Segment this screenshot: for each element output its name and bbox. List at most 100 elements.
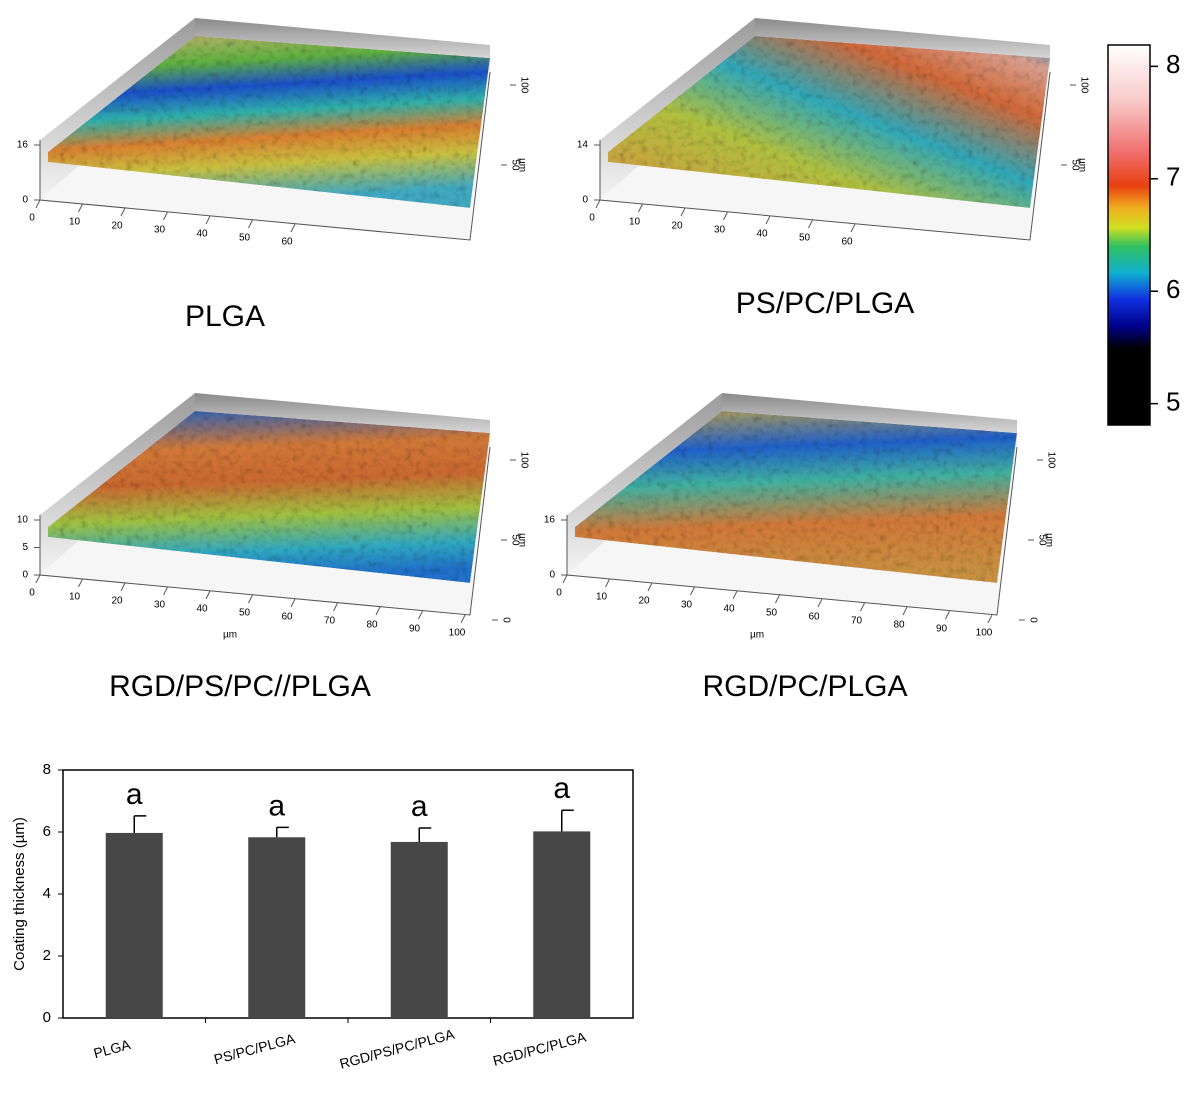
x-tick: [36, 200, 40, 208]
x-tick: [606, 579, 610, 587]
x-tick-label: 20: [111, 221, 123, 232]
x-tick: [249, 220, 253, 228]
bar: [391, 842, 448, 1018]
colorbar-tick-label: 5: [1166, 387, 1180, 417]
z-tick-label: 0: [549, 570, 555, 581]
y-unit: µm: [1043, 533, 1054, 547]
y-tick-label: 0: [500, 617, 511, 623]
x-tick: [206, 591, 210, 599]
x-tick-label: 0: [29, 213, 35, 224]
bar: [248, 837, 305, 1018]
error-bar: [562, 810, 574, 831]
bar: [106, 833, 163, 1018]
significance-label: a: [411, 790, 428, 823]
x-tick: [79, 204, 83, 212]
z-tick-label: 10: [17, 515, 29, 526]
z-tick-label: 0: [22, 570, 28, 581]
x-tick: [681, 208, 685, 216]
bar: [533, 831, 590, 1018]
y-tick-label: 2: [43, 947, 51, 964]
x-tick-label: 50: [239, 608, 251, 619]
x-tick-label: 90: [409, 624, 421, 635]
x-tick-label: 0: [556, 588, 562, 599]
x-tick: [461, 615, 465, 623]
error-bar: [277, 827, 289, 837]
x-tick-label: 40: [723, 604, 735, 615]
x-tick: [334, 603, 338, 611]
x-tick-label: 100: [449, 628, 466, 639]
x-tick-label: 10: [69, 217, 81, 228]
x-tick: [724, 212, 728, 220]
x-tick: [733, 591, 737, 599]
colorbar: 5678: [1108, 45, 1180, 425]
z-tick-label: 16: [544, 515, 556, 526]
x-tick-label: 40: [196, 604, 208, 615]
z-tick-label: 0: [22, 195, 28, 206]
x-tick-label: 0: [29, 588, 35, 599]
y-tick-label: 100: [518, 452, 529, 469]
x-tick: [164, 212, 168, 220]
x-tick-label: 30: [714, 225, 726, 236]
x-tick-label: 10: [69, 592, 81, 603]
x-tick-label: 10: [596, 592, 608, 603]
x-tick: [639, 204, 643, 212]
x-tick: [861, 603, 865, 611]
z-tick-label: 14: [577, 140, 589, 151]
surface-panel: 0160102030405060708090100050100µmµm: [544, 393, 1056, 641]
colorbar-tick-label: 8: [1166, 49, 1180, 79]
significance-label: a: [126, 778, 143, 811]
x-unit: µm: [223, 630, 237, 641]
x-tick: [809, 220, 813, 228]
z-tick-label: 0: [582, 195, 588, 206]
x-tick-label: 30: [681, 600, 693, 611]
x-tick-label: 90: [936, 624, 948, 635]
significance-label: a: [553, 772, 570, 805]
x-tick: [36, 575, 40, 583]
x-tick: [648, 583, 652, 591]
error-bar: [419, 828, 431, 842]
x-tick-label: 80: [893, 620, 905, 631]
y-axis-label: Coating thickness (µm): [11, 817, 28, 971]
figure: 016010203040506050100µmPLGA0140102030405…: [0, 0, 1201, 1093]
x-tick-label: RGD/PC/PLGA: [491, 1028, 588, 1068]
x-tick: [776, 595, 780, 603]
x-tick: [596, 200, 600, 208]
y-tick-label: 6: [43, 823, 51, 840]
x-tick-label: 100: [976, 628, 993, 639]
x-tick: [818, 599, 822, 607]
panel-label: PS/PC/PLGA: [736, 287, 914, 320]
x-tick-label: 70: [851, 616, 863, 627]
x-tick-label: 10: [629, 217, 641, 228]
colorbar-tick-label: 6: [1166, 274, 1180, 304]
x-tick: [121, 208, 125, 216]
colorbar-gradient: [1108, 45, 1150, 425]
x-tick-label: 60: [281, 612, 293, 623]
x-unit: µm: [750, 630, 764, 641]
x-tick-label: 60: [841, 237, 853, 248]
y-unit: µm: [1076, 158, 1087, 172]
x-tick: [691, 587, 695, 595]
x-tick: [121, 583, 125, 591]
y-tick-label: 100: [518, 77, 529, 94]
x-tick-label: 40: [196, 229, 208, 240]
x-tick-label: RGD/PS/PC/PLGA: [338, 1026, 457, 1072]
x-tick-label: PLGA: [92, 1036, 133, 1061]
surface-panel: 05100102030405060708090100050100µmµm: [17, 393, 529, 641]
x-tick-label: 20: [671, 221, 683, 232]
x-tick: [903, 607, 907, 615]
x-tick-label: 60: [808, 612, 820, 623]
x-tick: [291, 224, 295, 232]
y-tick-label: 0: [1027, 617, 1038, 623]
x-tick-label: 20: [111, 596, 123, 607]
x-tick: [206, 216, 210, 224]
z-tick-label: 16: [17, 140, 29, 151]
x-tick-label: 50: [799, 233, 811, 244]
x-tick-label: PS/PC/PLGA: [212, 1030, 297, 1067]
x-tick: [563, 575, 567, 583]
x-tick: [851, 224, 855, 232]
y-unit: µm: [516, 158, 527, 172]
x-tick: [249, 595, 253, 603]
